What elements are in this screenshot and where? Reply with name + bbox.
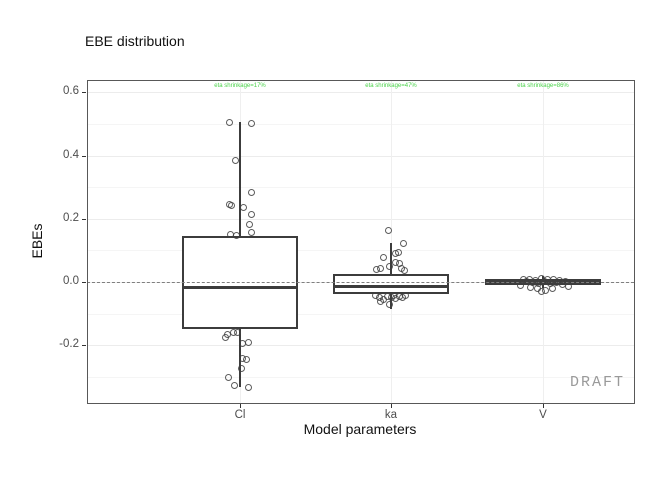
jitter-point-Cl	[245, 339, 252, 347]
jitter-point-Cl	[248, 120, 255, 128]
jitter-point-Cl	[248, 211, 255, 219]
jitter-point-V	[565, 282, 572, 290]
x-axis-tick	[391, 404, 392, 408]
jitter-point-ka	[401, 266, 408, 274]
median-line-Cl	[184, 286, 296, 290]
gridline-minor	[87, 376, 634, 378]
y-tick-label: -0.2	[59, 338, 79, 351]
jitter-point-ka	[385, 227, 392, 235]
gridline-major	[87, 155, 634, 157]
jitter-point-Cl	[240, 203, 247, 211]
zero-reference-line	[87, 282, 634, 283]
jitter-point-V	[549, 284, 556, 292]
jitter-point-Cl	[222, 334, 229, 342]
gridline-minor	[87, 187, 634, 189]
x-axis-tick	[543, 404, 544, 408]
jitter-point-ka	[402, 291, 409, 299]
y-tick-label: 0.2	[63, 211, 79, 224]
gridline-vertical	[391, 80, 392, 403]
gridline-minor	[87, 313, 634, 315]
whisker-lower-V	[542, 285, 544, 288]
jitter-point-Cl	[243, 356, 250, 364]
gridline-minor	[87, 250, 634, 252]
jitter-point-Cl	[233, 231, 240, 239]
jitter-point-ka	[386, 301, 393, 309]
gridline-vertical	[543, 80, 544, 403]
jitter-point-Cl	[225, 373, 232, 381]
shrinkage-annotation-V: eta shrinkage=86%	[517, 83, 569, 89]
jitter-point-V	[517, 281, 524, 289]
jitter-point-ka	[386, 262, 393, 270]
jitter-point-ka	[392, 249, 399, 257]
y-axis-tick	[82, 345, 86, 347]
chart-title: EBE distribution	[85, 33, 185, 49]
x-tick-label: V	[539, 409, 547, 421]
gridline-minor	[87, 124, 634, 125]
jitter-point-Cl	[226, 119, 233, 127]
shrinkage-annotation-Cl: eta shrinkage=17%	[214, 83, 266, 89]
jitter-point-V	[538, 288, 545, 296]
gridline-major	[87, 345, 634, 347]
jitter-point-Cl	[245, 383, 252, 391]
y-tick-label: 0.6	[63, 85, 79, 98]
x-tick-label: ka	[384, 409, 398, 421]
y-axis-tick	[82, 92, 86, 94]
jitter-point-ka	[380, 253, 387, 261]
y-axis-title: EBEs	[29, 223, 45, 259]
whisker-upper-Cl	[239, 122, 241, 236]
jitter-point-Cl	[228, 201, 235, 209]
jitter-point-Cl	[248, 188, 255, 196]
y-tick-label: 0.4	[63, 148, 79, 161]
shrinkage-annotation-ka: eta shrinkage=47%	[365, 83, 417, 89]
jitter-point-ka	[377, 298, 384, 306]
y-axis-tick	[82, 155, 86, 157]
x-axis-tick	[240, 404, 241, 408]
boxplot-box-ka	[333, 273, 449, 294]
jitter-point-Cl	[238, 364, 245, 372]
draft-watermark: DRAFT	[570, 374, 626, 391]
jitter-point-Cl	[248, 229, 255, 237]
jitter-point-Cl	[231, 382, 238, 390]
plot-panel	[87, 80, 635, 404]
gridline-major	[87, 218, 634, 220]
jitter-point-V	[527, 283, 534, 291]
gridline-major	[87, 92, 634, 94]
y-axis-tick	[82, 218, 86, 220]
whisker-upper-ka	[390, 243, 392, 274]
y-axis-tick	[82, 282, 86, 283]
y-tick-label: 0.0	[63, 275, 79, 287]
jitter-point-Cl	[246, 221, 253, 229]
median-line-ka	[335, 285, 447, 289]
jitter-point-ka	[373, 265, 380, 273]
jitter-point-ka	[400, 239, 407, 247]
x-axis-title: Model parameters	[303, 421, 417, 437]
jitter-point-Cl	[239, 339, 246, 347]
jitter-point-Cl	[232, 157, 239, 165]
x-tick-label: Cl	[234, 409, 246, 421]
